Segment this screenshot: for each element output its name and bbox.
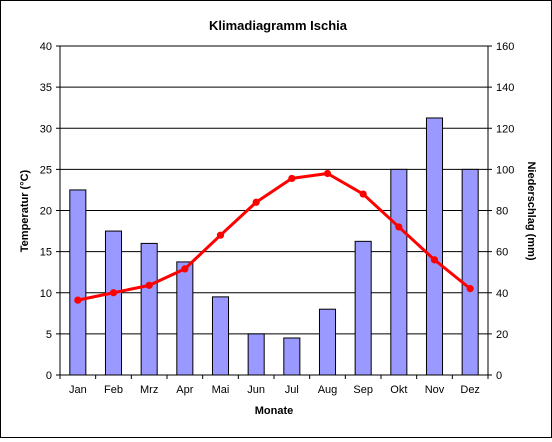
y-tick-label-left: 15: [40, 247, 52, 259]
temperature-series-line: [77, 171, 472, 302]
y-tick-label-left: 20: [40, 206, 52, 218]
y-tick-label-right: 20: [496, 329, 508, 341]
precipitation-bar: [283, 337, 301, 376]
temperature-point: [109, 289, 118, 297]
temperature-point: [74, 296, 82, 304]
x-tick-label: Feb: [104, 384, 123, 396]
y-tick-label-right: 0: [496, 370, 502, 382]
x-axis-label: Monate: [255, 405, 294, 417]
temperature-point: [252, 198, 260, 206]
y-tick-label-left: 35: [40, 82, 52, 94]
y-tick-label-right: 100: [496, 164, 514, 176]
temperature-point: [181, 265, 189, 273]
temperature-point: [395, 223, 403, 231]
precipitation-bar: [318, 308, 337, 376]
precipitation-bar: [211, 296, 230, 376]
x-tick-label: Sep: [353, 384, 373, 396]
x-tick-label: Dez: [460, 384, 480, 396]
x-tick-label: Jan: [69, 384, 87, 396]
y-tick-label-left: 40: [40, 41, 52, 53]
temperature-point: [323, 169, 332, 178]
y-tick-label-right: 120: [496, 123, 514, 135]
x-tick-label: Jun: [247, 384, 265, 396]
x-tick-label: Jul: [285, 384, 299, 396]
x-tick-label: Aug: [318, 384, 338, 396]
y-axis-label-right: Niederschlag (mm): [525, 161, 537, 260]
precipitation-bar: [390, 168, 408, 376]
x-tick-label: Mai: [212, 384, 230, 396]
temperature-point: [145, 281, 153, 289]
temperature-point: [359, 190, 367, 198]
precipitation-bar: [69, 189, 87, 376]
temperature-point: [216, 231, 225, 239]
y-tick-label-left: 25: [40, 164, 52, 176]
y-tick-label-left: 30: [40, 123, 52, 135]
precipitation-bar: [104, 230, 123, 376]
y-tick-label-right: 60: [496, 247, 508, 259]
temperature-point: [466, 285, 474, 293]
temperature-point: [288, 174, 296, 183]
x-tick-label: Mrz: [140, 384, 158, 396]
precipitation-bar: [140, 242, 158, 376]
temperature-point: [430, 256, 439, 264]
y-tick-label-left: 10: [40, 288, 52, 300]
chart-title: Klimadiagramm Ischia: [209, 18, 348, 33]
axes: 0 5 10 15 20 25 30 35 40 0 20 40 60 80 100 120 140 160 Jan…: [40, 41, 515, 396]
y-tick-label-right: 140: [496, 82, 514, 94]
precipitation-bar: [354, 240, 372, 376]
y-tick-label-right: 160: [496, 41, 514, 53]
temperature-line: [74, 169, 474, 304]
y-tick-label-right: 80: [496, 206, 508, 218]
precipitation-bars: [69, 117, 479, 376]
grid-lines: [60, 45, 488, 335]
y-tick-label-left: 0: [46, 370, 52, 382]
y-axis-label-left: Temperatur (°C): [19, 169, 31, 252]
y-tick-label-right: 40: [496, 288, 508, 300]
precipitation-bar: [461, 168, 479, 376]
x-tick-label: Apr: [176, 384, 193, 396]
x-tick-label: Okt: [390, 384, 407, 396]
y-tick-label-left: 5: [46, 329, 52, 341]
x-tick-label: Nov: [425, 384, 445, 396]
precipitation-bar: [176, 261, 194, 376]
precipitation-bar: [425, 117, 444, 376]
precipitation-bar: [247, 333, 265, 376]
